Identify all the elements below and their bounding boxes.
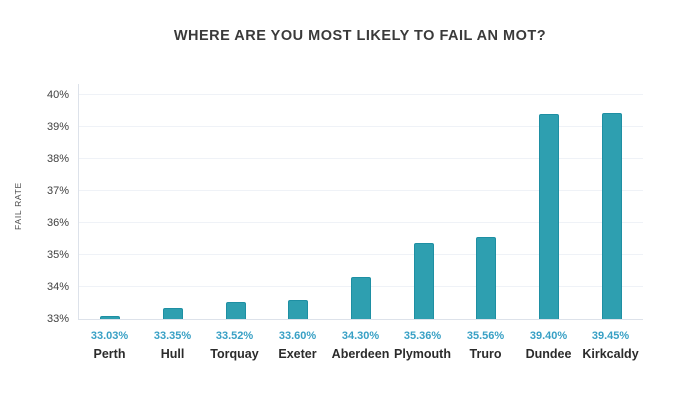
bar-category-label: Torquay	[210, 347, 259, 361]
bar-category-label: Truro	[469, 347, 502, 361]
y-tick-label: 34%	[46, 281, 69, 293]
bar-aberdeen	[351, 277, 371, 319]
x-label-group: 33.03% Perth	[78, 330, 141, 361]
gridline	[79, 94, 643, 95]
bar-category-label: Kirkcaldy	[582, 347, 639, 361]
bar-category-label: Plymouth	[394, 347, 451, 361]
x-label-group: 34.30% Aberdeen	[329, 330, 392, 361]
y-tick-label: 37%	[46, 185, 69, 197]
bar-perth	[100, 316, 120, 319]
y-tick-label: 36%	[46, 217, 69, 229]
bar-kirkcaldy	[602, 113, 622, 319]
bar-exeter	[288, 300, 308, 319]
plot-area	[78, 84, 643, 320]
gridline	[79, 190, 643, 191]
bar-category-label: Exeter	[278, 347, 317, 361]
x-label-group: 39.40% Dundee	[517, 330, 580, 361]
bar-torquay	[226, 302, 246, 319]
bar-value-label: 39.40%	[529, 330, 568, 342]
bar-category-label: Aberdeen	[331, 347, 390, 361]
bar-hull	[163, 308, 183, 319]
bar-value-label: 33.60%	[278, 330, 317, 342]
x-label-group: 33.60% Exeter	[266, 330, 329, 361]
bar-category-label: Hull	[160, 347, 185, 361]
chart-title: WHERE ARE YOU MOST LIKELY TO FAIL AN MOT…	[173, 28, 547, 44]
y-tick-label: 40%	[46, 89, 69, 101]
x-label-group: 35.56% Truro	[454, 330, 517, 361]
y-tick-label: 39%	[46, 121, 69, 133]
bar-value-label: 33.03%	[90, 330, 129, 342]
y-tick-label: 33%	[46, 313, 69, 325]
gridline	[79, 254, 643, 255]
y-tick-label: 35%	[46, 249, 69, 261]
bar-truro	[476, 237, 496, 319]
bar-value-label: 33.52%	[215, 330, 254, 342]
gridline	[79, 222, 643, 223]
x-label-group: 35.36% Plymouth	[391, 330, 454, 361]
bar-dundee	[539, 114, 559, 319]
x-label-group: 33.52% Torquay	[203, 330, 266, 361]
bar-value-label: 35.36%	[403, 330, 442, 342]
gridline	[79, 126, 643, 127]
bar-value-label: 35.56%	[466, 330, 505, 342]
bar-value-label: 34.30%	[341, 330, 380, 342]
bar-category-label: Dundee	[525, 347, 572, 361]
y-axis-title: FAIL RATE	[13, 182, 23, 230]
gridline	[79, 158, 643, 159]
x-label-group: 39.45% Kirkcaldy	[579, 330, 642, 361]
bar-value-label: 33.35%	[153, 330, 192, 342]
bar-category-label: Perth	[93, 347, 126, 361]
bar-value-label: 39.45%	[591, 330, 630, 342]
y-tick-label: 38%	[46, 153, 69, 165]
x-label-group: 33.35% Hull	[141, 330, 204, 361]
bar-plymouth	[414, 243, 434, 319]
